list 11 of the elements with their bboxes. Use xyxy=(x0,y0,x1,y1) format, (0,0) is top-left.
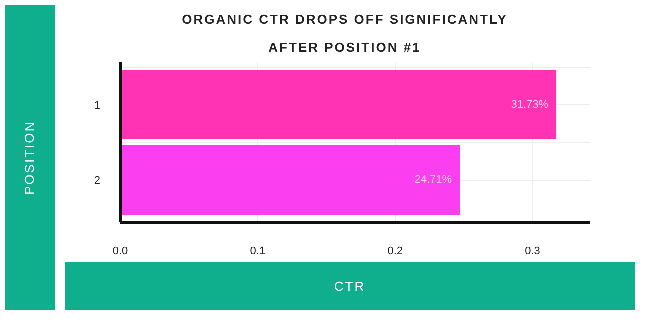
x-axis-title: CTR xyxy=(334,278,366,296)
y-tick-label: 1 xyxy=(94,100,101,112)
x-tick-label: 0.3 xyxy=(525,246,540,258)
x-tick-label: 0.2 xyxy=(388,246,404,258)
y-axis-title: POSITION xyxy=(21,120,38,195)
data-label: 31.73% xyxy=(511,98,549,111)
chart-title: ORGANIC CTR DROPS OFF SIGNIFICANTLY AFTER POSITION #1 xyxy=(181,11,509,57)
x-tick-label: 0.1 xyxy=(250,246,266,258)
data-label: 24.71% xyxy=(414,174,452,186)
x-tick-label: 0.0 xyxy=(112,246,128,258)
y-tick-label: 2 xyxy=(94,175,101,188)
